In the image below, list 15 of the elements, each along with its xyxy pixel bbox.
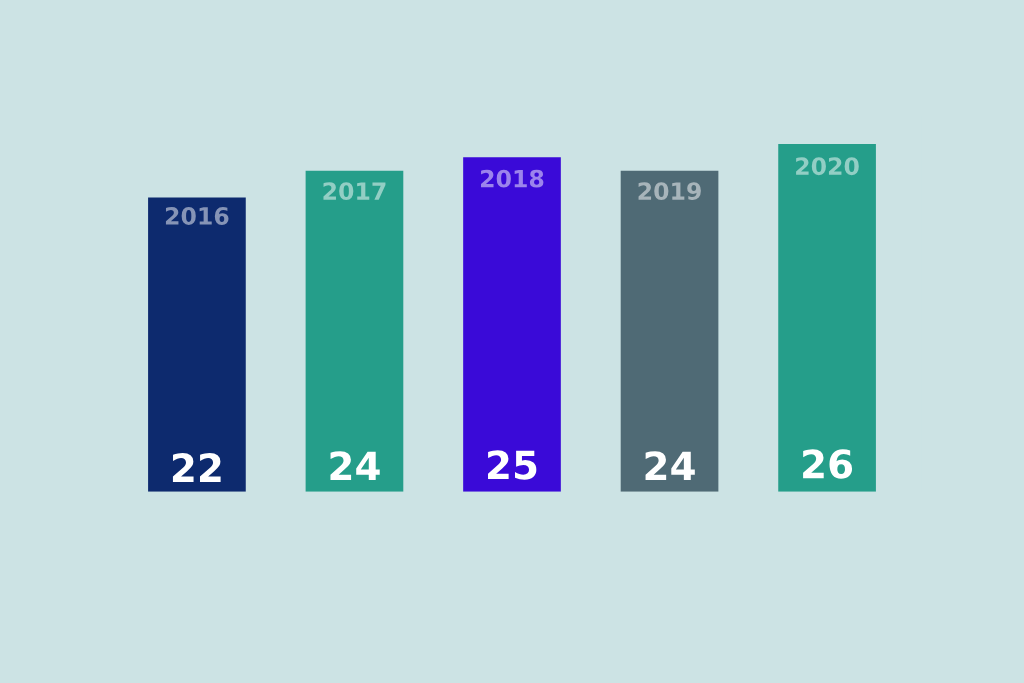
x-tick-label: 2020 xyxy=(796,157,859,176)
bar xyxy=(778,143,876,492)
x-tick-label: 2019 xyxy=(638,182,701,201)
data-label: 22 xyxy=(172,453,221,482)
x-tick-label: 2017 xyxy=(323,182,386,201)
bar xyxy=(148,197,246,492)
data-label: 25 xyxy=(488,450,537,480)
x-tick-label: 2016 xyxy=(165,207,229,225)
bar xyxy=(463,157,561,492)
data-label: 24 xyxy=(645,451,695,481)
data-label: 24 xyxy=(330,451,380,481)
x-tick-label: 2018 xyxy=(481,169,544,188)
data-label: 26 xyxy=(803,449,853,479)
bar xyxy=(305,170,404,492)
bar xyxy=(620,170,719,492)
